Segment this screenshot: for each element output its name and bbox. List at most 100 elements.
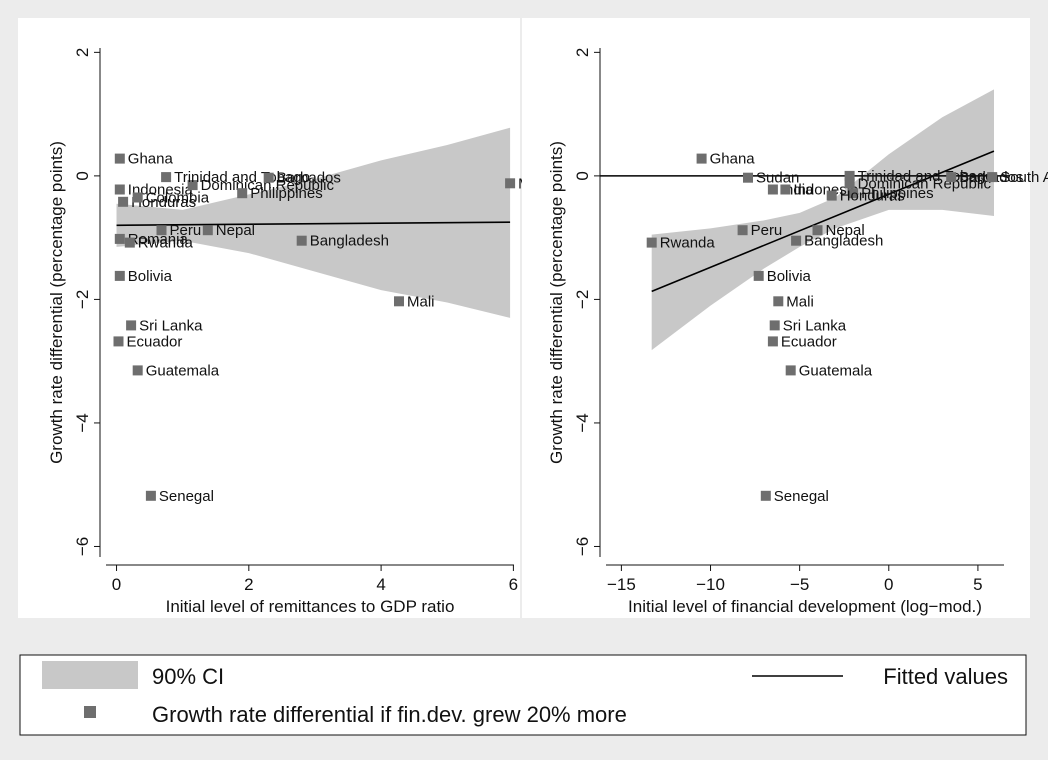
left-point-label-ghana: Ghana	[128, 151, 174, 168]
legend-ci-swatch	[42, 661, 138, 689]
right-point-rwanda	[646, 237, 657, 248]
left-x-tick-label: 2	[244, 575, 253, 594]
left-panel: Ghana IndonesiaHondurasColombiaDominican …	[18, 18, 576, 618]
right-point-label-mali: Mali	[786, 293, 814, 310]
left-point-morocco	[505, 178, 516, 189]
right-plot-background	[522, 18, 1030, 618]
left-point-label-romania: Romania	[128, 231, 189, 248]
legend-points-label: Growth rate differential if fin.dev. gre…	[152, 702, 627, 727]
left-point-label-rwanda: Rwanda	[138, 235, 194, 252]
left-point-philippines	[237, 188, 248, 199]
right-point-peru	[737, 225, 748, 236]
left-point-colombia	[132, 192, 143, 203]
right-x-tick-label: −5	[790, 575, 809, 594]
legend-fitted-label: Fitted values	[883, 664, 1008, 689]
right-point-sri-lanka	[769, 320, 780, 331]
left-x-axis-label: Initial level of remittances to GDP rati…	[166, 597, 455, 616]
right-y-tick-label: 2	[573, 48, 592, 57]
left-point-label-bolivia: Bolivia	[128, 268, 173, 285]
right-y-axis-label: Growth rate differential (percentage poi…	[547, 141, 566, 464]
right-point-label-nepal: Nepal	[826, 222, 865, 239]
left-point-indonesia	[114, 184, 125, 195]
left-x-tick-label: 4	[376, 575, 385, 594]
right-point-label-ghana: Ghana	[710, 151, 756, 168]
left-point-guatemala	[132, 365, 143, 376]
left-y-tick-label: −4	[73, 413, 92, 432]
left-y-tick-label: −6	[73, 537, 92, 556]
left-point-trinidad-and-tobago	[161, 172, 172, 183]
left-point-label-sri-lanka: Sri Lanka	[139, 317, 203, 334]
right-ci-band	[651, 89, 994, 351]
left-point-label-dominican-republic: Dominican Republic	[201, 177, 335, 194]
right-point-honduras	[826, 190, 837, 201]
right-point-label-guatemala: Guatemala	[799, 362, 873, 379]
left-point-ghana	[114, 153, 125, 164]
left-point-label-honduras: Honduras	[131, 194, 196, 211]
right-y-tick-label: −6	[573, 537, 592, 556]
right-point-label-dominican-republic: Dominican Republic	[858, 175, 992, 192]
right-x-tick-label: 5	[973, 575, 982, 594]
left-point-label-trinidad-and-tobago: Trinidad and Tobago	[174, 169, 310, 186]
left-point-sri-lanka	[126, 320, 137, 331]
left-point-label-ecuador: Ecuador	[127, 333, 183, 350]
right-point-philippines	[848, 188, 859, 199]
right-fitted-line	[651, 150, 995, 293]
right-point-bolivia	[753, 270, 764, 281]
left-y-tick-label: 0	[73, 171, 92, 180]
left-point-rwanda	[124, 237, 135, 248]
right-point-label-senegal: Senegal	[774, 488, 829, 505]
right-point-mali	[773, 296, 784, 307]
right-y-tick-label: −2	[573, 290, 592, 309]
legend-ci-label: 90% CI	[152, 664, 224, 689]
right-point-label-trinidad-and-tobago: Trinidad and Tobago	[858, 168, 994, 185]
left-point-ecuador	[113, 336, 124, 347]
left-point-label-bangladesh: Bangladesh	[310, 233, 389, 250]
right-x-tick-label: −15	[607, 575, 636, 594]
left-point-peru	[156, 225, 167, 236]
left-point-label-peru: Peru	[170, 222, 202, 239]
left-fitted-line	[116, 221, 511, 227]
right-point-label-peru: Peru	[751, 222, 783, 239]
left-point-mali	[394, 296, 404, 307]
right-point-label-ecuador: Ecuador	[781, 333, 837, 350]
left-point-label-nepal: Nepal	[216, 222, 255, 239]
right-point-senegal	[760, 490, 771, 501]
right-point-ecuador	[767, 336, 778, 347]
left-point-romania	[114, 233, 125, 244]
right-point-guatemala	[785, 365, 796, 376]
right-y-tick-label: −4	[573, 413, 592, 432]
right-point-label-indonesia: Indonesia	[793, 182, 859, 199]
left-point-label-colombia: Colombia	[146, 190, 210, 207]
right-point-sudan	[743, 172, 753, 183]
left-point-honduras	[118, 196, 129, 207]
left-point-label-mali: Mali	[407, 293, 435, 310]
left-point-nepal	[202, 225, 213, 236]
right-point-indonesia	[780, 184, 791, 195]
left-point-bolivia	[114, 270, 125, 281]
right-point-label-philippines: Philippines	[861, 185, 934, 202]
right-x-tick-label: 0	[884, 575, 893, 594]
right-x-tick-label: −10	[696, 575, 725, 594]
right-point-ghana	[696, 153, 707, 164]
right-point-dominican-republic	[844, 178, 855, 189]
left-point-label-barbados: Barbados	[277, 170, 341, 187]
right-point-bangladesh	[791, 235, 802, 246]
right-point-trinidad-and-tobago	[844, 170, 855, 181]
right-point-label-honduras: Honduras	[840, 188, 905, 205]
right-point-south-africa	[987, 172, 998, 183]
right-x-axis-label: Initial level of financial development (…	[628, 597, 982, 616]
left-point-label-indonesia: Indonesia	[128, 182, 194, 199]
right-y-tick-label: 0	[573, 171, 592, 180]
left-y-tick-label: 2	[73, 48, 92, 57]
right-point-india	[767, 184, 778, 195]
left-point-label-philippines: Philippines	[250, 185, 323, 202]
right-point-label-south-africa: South Africa	[1000, 169, 1048, 186]
right-point-label-bolivia: Bolivia	[767, 268, 812, 285]
legend-marker-swatch	[84, 706, 96, 718]
left-ci-band	[116, 127, 511, 318]
legend-box	[19, 654, 1027, 736]
left-x-tick-label: 0	[112, 575, 121, 594]
right-point-label-rwanda: Rwanda	[660, 235, 716, 252]
